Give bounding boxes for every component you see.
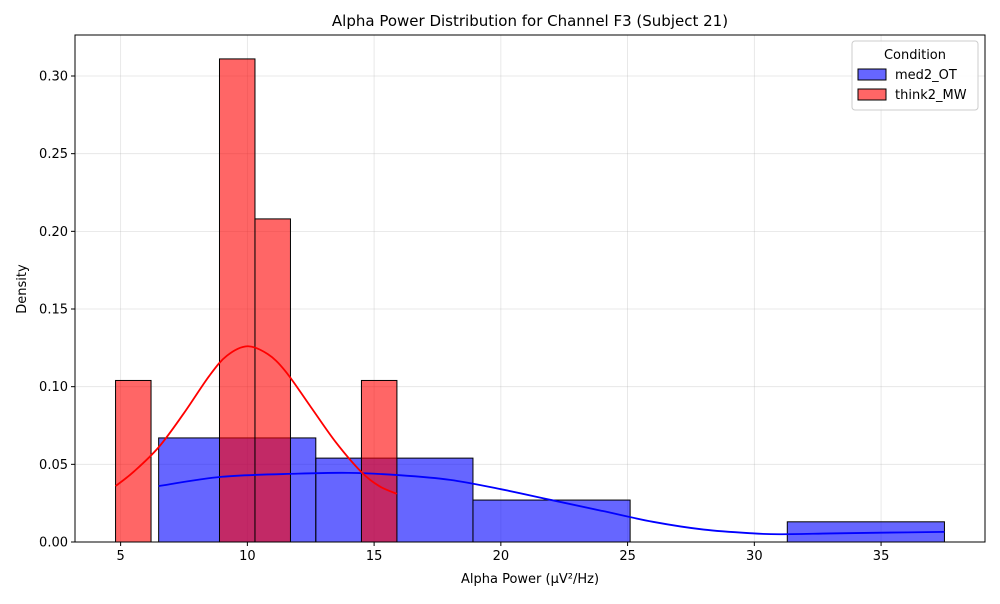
- y-tick-label: 0.25: [39, 147, 68, 162]
- legend: Condition med2_OT think2_MW: [851, 40, 979, 111]
- x-tick-label: 15: [366, 549, 383, 564]
- legend-swatch-think2-mw: [857, 88, 887, 101]
- bar-think2-mw: [360, 379, 398, 543]
- y-tick-label: 0.05: [39, 458, 68, 473]
- legend-label-med2-ot: med2_OT: [895, 68, 957, 83]
- bar-think2-mw: [254, 218, 291, 543]
- kde-line-med2-ot: [158, 471, 945, 536]
- y-tick-label: 0.00: [39, 536, 68, 551]
- histogram-bars: [115, 58, 945, 543]
- kde-line-think2-mw: [115, 345, 398, 495]
- y-axis-ticks: 0.00 0.05 0.10 0.15 0.20 0.25 0.30: [39, 70, 75, 551]
- x-tick-label: 5: [116, 549, 124, 564]
- legend-swatch-med2-ot: [857, 68, 887, 81]
- chart-title: Alpha Power Distribution for Channel F3 …: [332, 12, 728, 30]
- plot-frame: [74, 34, 986, 543]
- y-axis-label: Density: [15, 264, 30, 314]
- y-tick-label: 0.10: [39, 380, 68, 395]
- x-axis-ticks: 5 10 15 20 25 30 35: [116, 542, 889, 564]
- y-tick-label: 0.15: [39, 303, 68, 318]
- y-tick-label: 0.20: [39, 225, 68, 240]
- y-tick-label: 0.30: [39, 70, 68, 85]
- bar-think2-mw: [218, 58, 256, 543]
- legend-label-think2-mw: think2_MW: [895, 88, 967, 103]
- x-tick-label: 10: [239, 549, 256, 564]
- bar-med2-ot: [472, 499, 631, 543]
- kde-lines: [115, 345, 945, 536]
- x-tick-label: 25: [619, 549, 636, 564]
- x-tick-label: 20: [493, 549, 510, 564]
- x-tick-label: 30: [746, 549, 763, 564]
- legend-title: Condition: [884, 48, 946, 63]
- x-tick-label: 35: [873, 549, 890, 564]
- x-axis-label: Alpha Power (µV²/Hz): [461, 572, 599, 587]
